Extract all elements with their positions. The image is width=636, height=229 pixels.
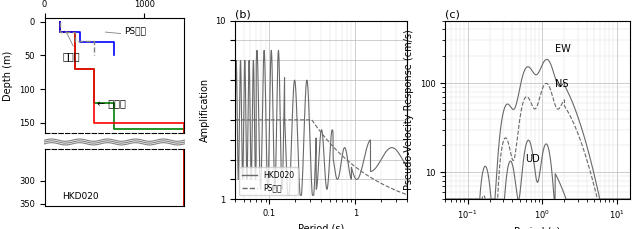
Text: EW: EW: [555, 44, 571, 55]
X-axis label: Period (s): Period (s): [515, 227, 560, 229]
Y-axis label: Amplification: Amplification: [200, 78, 209, 142]
Y-axis label: Pseudo-Velocity Response (cm/s): Pseudo-Velocity Response (cm/s): [404, 30, 414, 190]
Text: PS検層: PS検層: [125, 27, 146, 36]
Y-axis label: Depth (m): Depth (m): [3, 50, 13, 101]
Text: HKD020: HKD020: [62, 192, 99, 201]
Text: (b): (b): [235, 10, 251, 20]
Text: UD: UD: [525, 154, 541, 164]
Text: (c): (c): [445, 10, 460, 20]
Text: ← 丘の下: ← 丘の下: [97, 98, 127, 108]
X-axis label: Period (s): Period (s): [298, 224, 344, 229]
Text: NS: NS: [555, 79, 569, 89]
Legend: HKD020, PS検層: HKD020, PS検層: [239, 167, 298, 195]
Text: 丘の上: 丘の上: [62, 51, 80, 61]
